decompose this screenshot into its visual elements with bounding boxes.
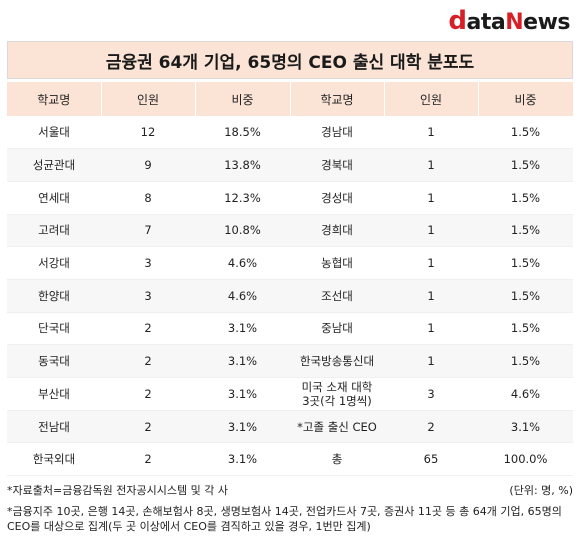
share-cell: 4.6% (478, 377, 573, 411)
share-cell: 13.8% (195, 148, 290, 182)
share-cell: 1.5% (478, 344, 573, 378)
share-cell: 10.8% (195, 214, 290, 248)
count-cell: 3 (101, 279, 195, 313)
count-cell: 1 (384, 148, 478, 182)
share-cell: 1.5% (478, 148, 573, 182)
footer-source-line: *자료출처=금융감독원 전자공시시스템 및 각 사 (단위: 명, %) (7, 482, 573, 498)
count-cell: 9 (101, 148, 195, 182)
school-name-cell: 경희대 (290, 214, 384, 248)
share-cell: 3.1% (195, 344, 290, 378)
table-row: 한양대 3 4.6% 조선대 1 1.5% (7, 279, 573, 313)
school-name-cell: *고졸 출신 CEO (290, 410, 384, 444)
count-cell: 12 (101, 116, 195, 150)
school-name-cell: 총 (290, 442, 384, 477)
header-school: 학교명 (290, 82, 385, 116)
share-cell: 12.3% (195, 181, 290, 215)
school-name-cell: 조선대 (290, 279, 384, 313)
count-cell: 8 (101, 181, 195, 215)
page-title: 금융권 64개 기업, 65명의 CEO 출신 대학 분포도 (7, 41, 573, 79)
school-name-cell: 단국대 (7, 312, 101, 346)
count-cell: 2 (101, 344, 195, 378)
share-cell: 1.5% (478, 279, 573, 313)
table-row: 동국대 2 3.1% 한국방송통신대 1 1.5% (7, 344, 573, 378)
school-name-cell: 경성대 (290, 181, 384, 215)
unit-note: (단위: 명, %) (509, 484, 573, 497)
school-name-cell: 농협대 (290, 246, 384, 280)
table-row: 서강대 3 4.6% 농협대 1 1.5% (7, 246, 573, 280)
count-cell: 3 (384, 377, 478, 411)
share-cell: 3.1% (195, 377, 290, 411)
count-cell: 7 (101, 214, 195, 248)
table-row: 연세대 8 12.3% 경성대 1 1.5% (7, 181, 573, 215)
header-count: 인원 (384, 82, 479, 116)
count-cell: 1 (384, 116, 478, 150)
share-cell: 1.5% (478, 214, 573, 248)
school-name-cell: 서울대 (7, 116, 101, 150)
count-cell: 2 (384, 410, 478, 444)
school-name-cell: 서강대 (7, 246, 101, 280)
school-name-cell: 미국 소재 대학 3곳(각 1명씩) (290, 377, 384, 411)
share-cell: 3.1% (195, 312, 290, 346)
school-name-cell: 경북대 (290, 148, 384, 182)
share-cell: 1.5% (478, 312, 573, 346)
count-cell: 3 (101, 246, 195, 280)
school-name-cell: 한양대 (7, 279, 101, 313)
table-row: 부산대 2 3.1% 미국 소재 대학 3곳(각 1명씩) 3 4.6% (7, 377, 573, 411)
table-row: 단국대 2 3.1% 중남대 1 1.5% (7, 312, 573, 346)
school-name-cell: 연세대 (7, 181, 101, 215)
table-row: 고려대 7 10.8% 경희대 1 1.5% (7, 214, 573, 248)
header-share: 비중 (195, 82, 291, 116)
count-cell: 1 (384, 181, 478, 215)
school-name-cell: 중남대 (290, 312, 384, 346)
table-row: 서울대 12 18.5% 경남대 1 1.5% (7, 116, 573, 150)
share-cell: 100.0% (478, 442, 573, 477)
share-cell: 3.1% (195, 442, 290, 477)
school-name-cell: 성균관대 (7, 148, 101, 182)
count-cell: 1 (384, 279, 478, 313)
school-name-cell: 전남대 (7, 410, 101, 444)
school-name-cell: 부산대 (7, 377, 101, 411)
header-school: 학교명 (7, 82, 102, 116)
count-cell: 2 (101, 377, 195, 411)
table-row: 성균관대 9 13.8% 경북대 1 1.5% (7, 148, 573, 182)
share-cell: 1.5% (478, 116, 573, 150)
count-cell: 1 (384, 214, 478, 248)
table-header-row: 학교명 인원 비중 학교명 인원 비중 (7, 82, 574, 116)
source-note: *자료출처=금융감독원 전자공시시스템 및 각 사 (7, 484, 228, 497)
count-cell: 1 (384, 312, 478, 346)
share-cell: 3.1% (478, 410, 573, 444)
school-name-cell: 한국방송통신대 (290, 344, 384, 378)
school-name-cell: 동국대 (7, 344, 101, 378)
count-cell: 2 (101, 312, 195, 346)
school-name-cell: 한국외대 (7, 442, 101, 477)
share-cell: 4.6% (195, 279, 290, 313)
footnote: *금융지주 10곳, 은행 14곳, 손해보험사 8곳, 생명보험사 14곳, … (7, 505, 562, 533)
header-count: 인원 (101, 82, 196, 116)
count-cell: 1 (384, 246, 478, 280)
header-share: 비중 (478, 82, 574, 116)
count-cell: 2 (101, 410, 195, 444)
count-cell: 65 (384, 442, 478, 477)
university-distribution-table: 학교명 인원 비중 학교명 인원 비중 서울대 12 18.5% 경남대 1 1.5% 성균… (7, 82, 574, 477)
share-cell: 18.5% (195, 116, 290, 150)
count-cell: 1 (384, 344, 478, 378)
share-cell: 1.5% (478, 246, 573, 280)
count-cell: 2 (101, 442, 195, 477)
datanews-logo: dataNews (448, 6, 570, 36)
school-name-cell: 고려대 (7, 214, 101, 248)
table-row: 전남대 2 3.1% *고졸 출신 CEO 2 3.1% (7, 410, 573, 444)
share-cell: 1.5% (478, 181, 573, 215)
share-cell: 4.6% (195, 246, 290, 280)
table-row: 한국외대 2 3.1% 총 65 100.0% (7, 442, 573, 477)
school-name-cell: 경남대 (290, 116, 384, 150)
share-cell: 3.1% (195, 410, 290, 444)
